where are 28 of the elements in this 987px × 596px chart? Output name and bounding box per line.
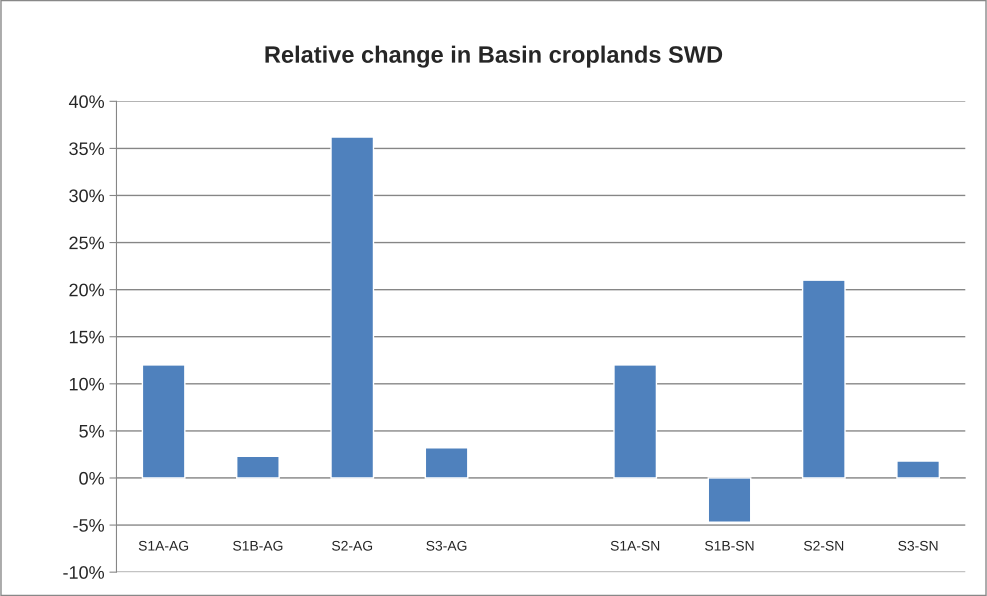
- y-tick-label: -5%: [73, 519, 104, 532]
- y-tick-label: 15%: [70, 330, 104, 344]
- bar: [424, 447, 468, 479]
- x-tick-label: S2-AG: [332, 540, 372, 551]
- x-tick-label: S1B-SN: [705, 540, 754, 551]
- y-tick-label: 40%: [68, 95, 104, 108]
- y-tick-label: 25%: [69, 236, 104, 250]
- y-tick-label: 0%: [79, 472, 104, 485]
- y-tick-label: 20%: [69, 284, 104, 296]
- bar: [802, 280, 846, 479]
- x-tick-label: S1A-SN: [610, 540, 660, 551]
- chart-title: Relative change in Basin croplands SWD: [265, 46, 722, 68]
- x-tick-label: S3-AG: [426, 540, 466, 551]
- bar: [236, 456, 280, 479]
- x-tick-label: S2-SN: [804, 540, 844, 551]
- y-tick-label: 5%: [79, 424, 104, 438]
- y-tick-label: 30%: [69, 189, 104, 202]
- bar: [896, 460, 940, 479]
- y-tick-label: 10%: [70, 378, 104, 391]
- x-tick-label: S1A-AG: [138, 540, 188, 551]
- bar: [142, 364, 186, 479]
- y-tick-label: -10%: [63, 566, 104, 579]
- bar: [330, 136, 374, 479]
- bar: [613, 364, 658, 479]
- x-tick-label: S1B-AG: [233, 540, 282, 551]
- x-tick-label: S3-SN: [898, 540, 938, 551]
- bar: [708, 477, 752, 523]
- y-tick-label: 35%: [69, 142, 104, 156]
